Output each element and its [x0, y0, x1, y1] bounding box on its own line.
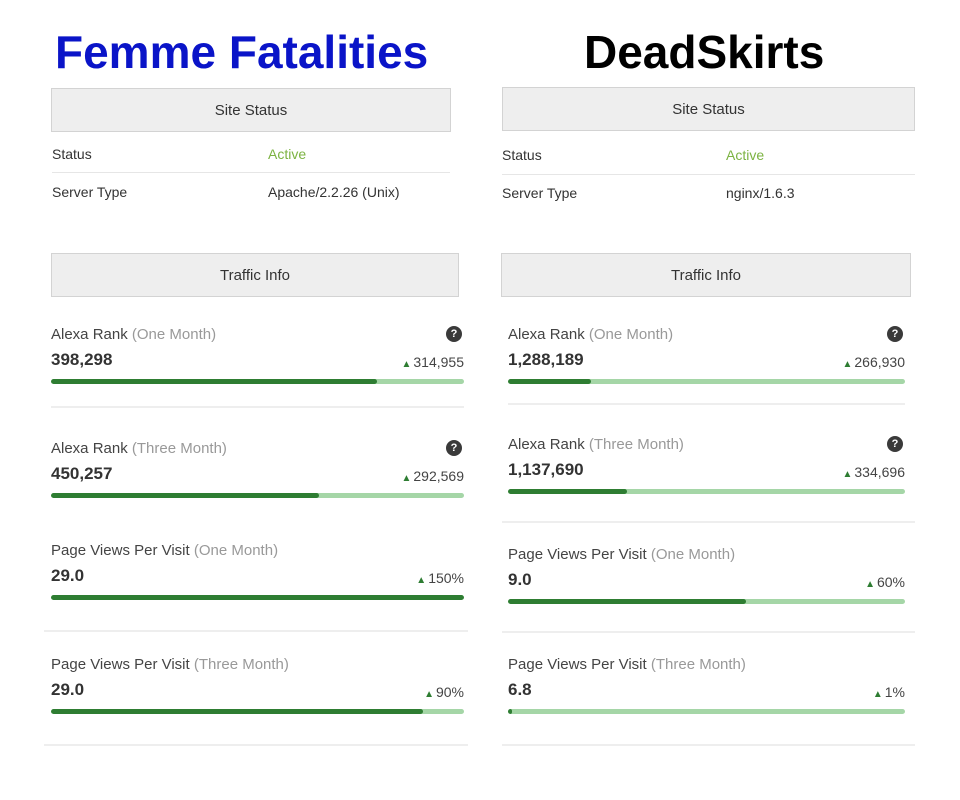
- metric-value: 450,257: [51, 464, 113, 483]
- up-arrow-icon: ▲: [872, 689, 883, 700]
- up-arrow-icon: ▲: [401, 473, 412, 484]
- metric-title: Alexa Rank (One Month): [51, 326, 217, 343]
- up-arrow-icon: ▲: [842, 359, 853, 370]
- metric-delta: ▲ 292,569: [401, 468, 464, 484]
- progress-bar: [508, 599, 905, 604]
- progress-fill: [508, 599, 747, 604]
- metric-title: Page Views Per Visit (One Month): [51, 542, 279, 559]
- progress-fill: [508, 709, 512, 714]
- server-type-value: Apache/2.2.26 (Unix): [268, 184, 400, 200]
- metric-alexa-rank-one-month: Alexa Rank (One Month) ? 1,288,189 ▲ 266,…: [508, 326, 905, 416]
- up-arrow-icon: ▲: [842, 469, 853, 480]
- server-type-label: Server Type: [52, 184, 128, 200]
- progress-fill: [51, 595, 464, 600]
- progress-bar: [51, 595, 464, 600]
- status-row: Status Active: [502, 147, 915, 167]
- metric-divider: [502, 631, 915, 633]
- metric-value: 1,288,189: [508, 350, 584, 369]
- metric-alexa-rank-three-month: Alexa Rank (Three Month) ? 450,257 ▲ 292,…: [51, 440, 464, 530]
- question-circle-icon[interactable]: ?: [887, 326, 903, 342]
- progress-bar: [51, 709, 464, 714]
- status-value: Active: [726, 147, 765, 163]
- status-row: Status Active: [52, 146, 450, 166]
- site-title-femme-fatalities: Femme Fatalities: [55, 26, 429, 78]
- traffic-info-header[interactable]: Traffic Info: [51, 253, 459, 297]
- row-divider: [502, 174, 915, 175]
- metric-alexa-rank-three-month: Alexa Rank (Three Month) ? 1,137,690 ▲ 33…: [508, 436, 905, 526]
- site-title-deadskirts: DeadSkirts: [584, 26, 825, 78]
- server-type-row: Server Type nginx/1.6.3: [502, 185, 915, 205]
- metric-delta: ▲ 1%: [872, 684, 905, 700]
- metric-value: 9.0: [508, 570, 532, 589]
- metric-title: Page Views Per Visit (Three Month): [51, 656, 289, 673]
- up-arrow-icon: ▲: [401, 359, 412, 370]
- metric-alexa-rank-one-month: Alexa Rank (One Month) ? 398,298 ▲ 314,95…: [51, 326, 464, 416]
- metric-delta: ▲ 90%: [424, 684, 464, 700]
- metric-divider: [508, 403, 905, 405]
- metric-page-views-three-month: Page Views Per Visit (Three Month) 6.8 ▲…: [508, 656, 905, 746]
- site-status-header[interactable]: Site Status: [502, 87, 915, 131]
- metric-value: 29.0: [51, 566, 85, 585]
- metric-value: 29.0: [51, 680, 85, 699]
- site-column-femme-fatalities: Site Status Status Active Server Type Ap…: [44, 88, 468, 746]
- progress-fill: [51, 493, 320, 498]
- question-circle-icon[interactable]: ?: [446, 440, 462, 456]
- server-type-row: Server Type Apache/2.2.26 (Unix): [52, 184, 450, 204]
- up-arrow-icon: ▲: [416, 575, 427, 586]
- metric-value: 6.8: [508, 680, 532, 699]
- progress-fill: [508, 489, 628, 494]
- progress-bar: [51, 493, 464, 498]
- site-column-deadskirts: Site Status Status Active Server Type ng…: [480, 0, 960, 800]
- progress-fill: [51, 709, 423, 714]
- metric-title: Alexa Rank (Three Month): [51, 440, 227, 457]
- metric-delta: ▲ 266,930: [842, 354, 905, 370]
- traffic-info-header[interactable]: Traffic Info: [501, 253, 911, 297]
- progress-bar: [508, 709, 905, 714]
- metric-page-views-one-month: Page Views Per Visit (One Month) 29.0 ▲ 1…: [51, 542, 464, 632]
- progress-bar: [51, 379, 464, 384]
- metric-divider: [51, 406, 464, 408]
- metric-title: Page Views Per Visit (Three Month): [508, 656, 746, 673]
- metric-delta: ▲ 150%: [416, 570, 464, 586]
- metric-delta: ▲ 314,955: [401, 354, 464, 370]
- metric-divider: [44, 744, 468, 746]
- metric-title: Alexa Rank (Three Month): [508, 436, 684, 453]
- progress-fill: [51, 379, 378, 384]
- status-value: Active: [268, 146, 307, 162]
- progress-bar: [508, 489, 905, 494]
- metric-divider: [502, 744, 915, 746]
- metric-delta: ▲ 334,696: [842, 464, 905, 480]
- up-arrow-icon: ▲: [424, 689, 434, 700]
- metric-divider: [502, 521, 915, 523]
- server-type-label: Server Type: [502, 185, 578, 201]
- metric-value: 1,137,690: [508, 460, 584, 479]
- metric-page-views-one-month: Page Views Per Visit (One Month) 9.0 ▲ 60…: [508, 546, 905, 636]
- metric-title: Alexa Rank (One Month): [508, 326, 674, 343]
- progress-fill: [508, 379, 592, 384]
- site-status-header[interactable]: Site Status: [51, 88, 451, 132]
- question-circle-icon[interactable]: ?: [887, 436, 903, 452]
- metric-delta: ▲ 60%: [865, 574, 905, 590]
- metric-value: 398,298: [51, 350, 113, 369]
- status-label: Status: [502, 147, 542, 163]
- question-circle-icon[interactable]: ?: [446, 326, 462, 342]
- up-arrow-icon: ▲: [865, 579, 875, 590]
- metric-page-views-three-month: Page Views Per Visit (Three Month) 29.0 …: [51, 656, 464, 746]
- row-divider: [52, 172, 450, 173]
- status-label: Status: [52, 146, 92, 162]
- metric-divider: [44, 630, 468, 632]
- progress-bar: [508, 379, 905, 384]
- server-type-value: nginx/1.6.3: [726, 185, 795, 201]
- metric-title: Page Views Per Visit (One Month): [508, 546, 736, 563]
